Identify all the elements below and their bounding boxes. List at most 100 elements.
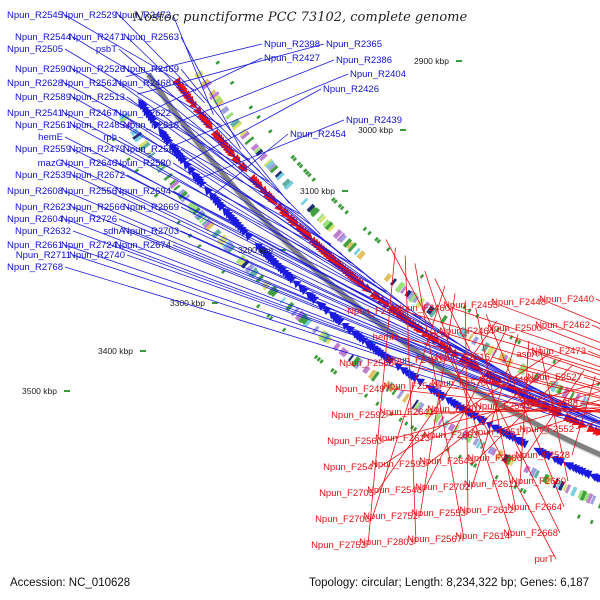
leader-line xyxy=(434,278,561,534)
reverse-gene-label: Npun_R2468 xyxy=(115,78,171,89)
leader-line xyxy=(72,206,585,416)
forward-gene-label: Npun_F2612 xyxy=(459,505,514,516)
leader-line xyxy=(161,59,335,129)
forward-feature-block xyxy=(471,336,480,346)
kbp-tick-label: 3400 kbp xyxy=(98,346,133,356)
forward-gene-label: Npun_F2460 xyxy=(395,303,450,314)
forward-feature-block xyxy=(573,393,581,404)
map-title: Nostoc punctiforme PCC 73102, complete g… xyxy=(132,10,468,25)
reverse-gene-label: Npun_R2386 xyxy=(336,55,392,66)
reverse-gc-mark xyxy=(153,193,159,198)
leader-line xyxy=(213,133,289,195)
forward-feature-block xyxy=(255,148,264,157)
reverse-gene-label: Npun_R2590 xyxy=(15,64,71,75)
forward-feature-block xyxy=(316,213,325,222)
forward-gc-mark xyxy=(292,157,298,162)
forward-gc-mark xyxy=(509,334,514,340)
reverse-gene-label: Npun_R2467 xyxy=(61,108,117,119)
forward-feature-block xyxy=(283,180,294,191)
reverse-gene-label: Npun_R2604 xyxy=(7,214,63,225)
leader-line xyxy=(464,300,469,514)
forward-feature-block xyxy=(230,118,240,128)
forward-gene-arrow xyxy=(483,369,493,378)
forward-gc-mark xyxy=(376,238,382,244)
forward-feature-block xyxy=(338,233,347,243)
forward-feature-block xyxy=(481,342,491,353)
reverse-feature-block xyxy=(411,399,419,410)
forward-feature-block xyxy=(532,373,539,381)
leader-line xyxy=(118,48,260,172)
forward-gc-mark xyxy=(552,359,557,365)
reverse-gene-label: Npun_R2646 xyxy=(61,158,117,169)
forward-feature-block xyxy=(324,220,334,231)
forward-gene-arrow xyxy=(376,295,388,306)
reverse-feature-block xyxy=(424,408,433,419)
forward-gene-arrow xyxy=(172,77,182,89)
reverse-gc-mark xyxy=(522,489,527,494)
reverse-feature-block xyxy=(367,369,377,380)
leader-line xyxy=(575,419,600,430)
reverse-gene-label: Npun_R2471 xyxy=(69,32,125,43)
forward-gc-mark xyxy=(337,203,343,209)
reverse-gene-label: Npun_R2545 xyxy=(7,10,63,21)
forward-feature-block xyxy=(208,89,217,97)
leader-line xyxy=(64,218,600,424)
leader-line xyxy=(64,190,546,396)
reverse-feature-block xyxy=(312,325,320,334)
reverse-gc-mark xyxy=(111,137,117,142)
forward-feature-block xyxy=(225,111,234,120)
forward-gene-label: Npun_F2448 xyxy=(491,297,546,308)
reverse-feature-block xyxy=(396,389,405,400)
forward-gene-label: Npun_F2464 xyxy=(439,326,494,337)
leader-line xyxy=(385,239,557,560)
leader-lines xyxy=(64,14,600,560)
forward-feature-block xyxy=(356,250,366,260)
forward-gene-label: Npun_F2540 xyxy=(383,381,438,392)
leader-line xyxy=(487,382,600,406)
reverse-gene-arrow xyxy=(425,384,437,394)
reverse-gene-label: Npun_R2724 xyxy=(61,240,117,251)
reverse-gene-label: Npun_R2589 xyxy=(15,92,71,103)
forward-feature-block xyxy=(309,206,317,215)
reverse-feature-block xyxy=(188,203,200,214)
forward-gene-arrow xyxy=(196,111,206,122)
reverse-gene-arrow xyxy=(399,366,409,375)
leader-line xyxy=(64,162,483,360)
reverse-gene-label: sdhA xyxy=(103,226,125,237)
reverse-feature-block xyxy=(198,214,209,224)
forward-gc-mark xyxy=(517,339,522,345)
forward-gc-mark xyxy=(311,177,317,182)
reverse-feature-block xyxy=(447,423,456,432)
leader-line xyxy=(471,334,519,488)
reverse-gene-label: psbT xyxy=(96,44,117,55)
forward-gene-label: hemH xyxy=(373,332,398,343)
forward-gc-mark xyxy=(298,163,304,169)
reverse-gene-label: Npun_R2562 xyxy=(61,78,117,89)
forward-gene-label: Npun_F2516 xyxy=(435,352,490,363)
reverse-feature-block xyxy=(466,433,474,444)
reverse-gc-mark xyxy=(125,157,131,162)
leader-line xyxy=(399,336,600,391)
leader-line xyxy=(451,307,600,359)
reverse-gene-arrow xyxy=(157,126,168,138)
forward-gc-mark xyxy=(374,236,379,242)
reverse-gc-mark xyxy=(398,417,403,423)
forward-gene-label: Npun_F2663 xyxy=(423,430,478,441)
reverse-feature-block xyxy=(235,254,246,264)
reverse-gene-label: Npun_R2740 xyxy=(69,250,125,261)
reverse-feature-block xyxy=(237,256,248,267)
reverse-feature-block xyxy=(347,354,355,362)
reverse-feature-block xyxy=(590,495,597,505)
leader-line xyxy=(172,162,508,375)
reverse-gc-mark xyxy=(330,367,335,373)
reverse-feature-block xyxy=(285,301,295,312)
reverse-gene-label: Npun_R2618 xyxy=(123,120,179,131)
forward-feature-block xyxy=(212,95,223,105)
reverse-gene-arrow xyxy=(169,142,178,152)
reverse-gc-mark xyxy=(589,519,594,525)
leader-line xyxy=(180,206,600,422)
leader-line xyxy=(519,340,530,485)
forward-gene-label: Npun_F2548 xyxy=(367,485,422,496)
forward-gene-label: Npun_F2752 xyxy=(363,511,418,522)
reverse-feature-block xyxy=(579,490,588,502)
